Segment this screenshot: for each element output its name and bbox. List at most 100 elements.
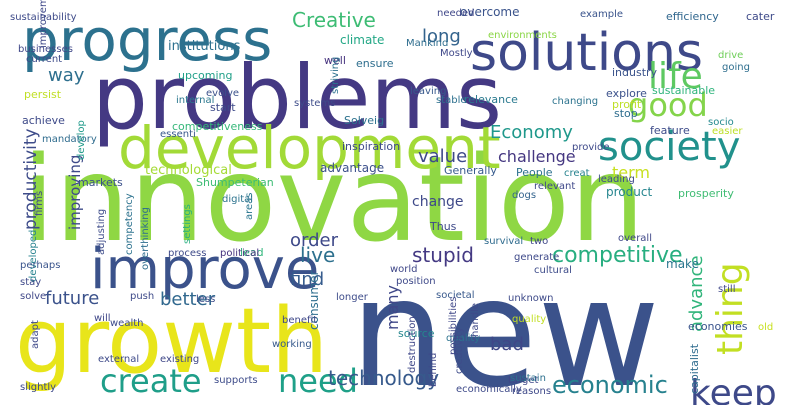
word-society: society <box>598 124 740 170</box>
word-new: new <box>350 247 660 405</box>
word-easier: easier <box>712 126 743 137</box>
word-source: source <box>398 327 435 340</box>
word-creative: Creative <box>292 8 376 32</box>
word-quality: quality <box>512 314 546 325</box>
word-way: way <box>48 65 85 86</box>
word-order: order <box>290 230 339 251</box>
word-slightly: slightly <box>20 382 56 393</box>
word-survival: survival <box>484 236 523 247</box>
word-development: development <box>118 114 501 182</box>
word-problems: problems <box>92 46 502 149</box>
word-two: two <box>530 236 548 247</box>
word-benefit: benefit <box>282 315 317 326</box>
word-target: target <box>508 375 538 386</box>
word-product: product <box>606 185 652 199</box>
word-societal: societal <box>436 290 475 301</box>
word-cater: cater <box>746 10 775 23</box>
word-evolve: evolve <box>206 88 239 99</box>
word-develop: develop <box>76 120 87 160</box>
word-generate: generate <box>514 252 559 263</box>
word-improving: improving <box>66 155 84 230</box>
word-areas: areas <box>244 192 255 220</box>
word-reasons: reasons <box>512 386 551 397</box>
word-live: live <box>300 243 335 267</box>
word-lead: lead <box>240 246 264 259</box>
word-value: value <box>418 146 467 167</box>
word-competitive: competitive <box>552 243 683 268</box>
word-good: good <box>628 86 708 124</box>
word-will: will <box>94 313 111 324</box>
word-stupid: stupid <box>412 243 474 267</box>
word-climate: climate <box>340 33 384 47</box>
word-generally: Generally <box>444 164 497 177</box>
word-overall: overall <box>618 233 652 244</box>
word-industry: industry <box>612 66 658 79</box>
word-markets: markets <box>78 176 123 189</box>
word-technological: technological <box>145 163 232 178</box>
word-capitalist: capitalist <box>688 343 701 394</box>
word-working: working <box>272 339 312 350</box>
word-term: term <box>612 163 650 182</box>
word-creat: creat <box>564 168 590 179</box>
word-provide: provide <box>572 142 610 153</box>
word-thing: thing <box>710 262 751 355</box>
word-thus: Thus <box>429 220 457 233</box>
word-persist: persist <box>24 88 62 101</box>
word-businesses: businesses <box>18 44 73 55</box>
word-improvement: improvement <box>38 0 49 48</box>
word-possibilities: possibilities <box>448 297 459 355</box>
word-feature: feature <box>650 124 690 137</box>
word-relevance: relevance <box>464 93 518 106</box>
word-essenti: essenti <box>160 129 196 140</box>
word-leaving: leaving <box>410 86 446 97</box>
word-stop: stop <box>614 107 638 120</box>
word-current: current <box>26 54 62 65</box>
word-many: many <box>383 285 402 330</box>
word-drive: drive <box>718 50 743 61</box>
word-sustainable: sustainable <box>652 84 715 97</box>
word-start: start <box>210 101 236 114</box>
word-dogs: dogs <box>512 190 536 201</box>
word-environments: environments <box>488 30 557 41</box>
word-digital: digital <box>222 194 253 205</box>
word-achieve: achieve <box>22 114 65 127</box>
word-solutions: solutions <box>470 23 703 83</box>
word-technology: technology <box>328 366 439 390</box>
word-developed: developed <box>28 230 39 282</box>
word-future: future <box>45 288 99 309</box>
word-shumpeterian: Shumpeterian <box>196 176 274 189</box>
word-mandatory: mandatory <box>42 134 97 145</box>
word-solveig: Solveig <box>344 114 384 127</box>
word-mostly: Mostly <box>440 48 473 59</box>
word-behind: behind <box>428 353 439 387</box>
word-systems: systems <box>294 98 335 109</box>
word-well: well <box>324 54 346 67</box>
word-solve: solve <box>20 291 46 302</box>
word-advance: advance <box>686 255 707 332</box>
word-stable: stable <box>436 95 467 106</box>
word-create: create <box>100 362 202 400</box>
word-life: life <box>648 56 703 97</box>
word-settings: settings <box>182 204 193 244</box>
word-wealth: wealth <box>110 318 144 329</box>
word-creativity: creativity <box>454 327 465 374</box>
word-improve: improve <box>90 237 319 302</box>
word-keep: keep <box>690 373 777 405</box>
word-handle: handle <box>470 303 481 337</box>
word-political: political <box>220 248 259 259</box>
word-explore: explore <box>606 87 647 100</box>
word-example: example <box>580 9 623 20</box>
word-unknown: unknown <box>508 293 553 304</box>
word-going: going <box>722 62 750 73</box>
word-less: less <box>196 294 215 305</box>
word-challenge: challenge <box>498 147 576 166</box>
word-needed: needed <box>437 8 475 19</box>
word-changing: changing <box>552 96 598 107</box>
word-economies: economies <box>688 320 748 333</box>
word-change: change <box>412 194 464 210</box>
word-consumer: consumer <box>307 271 321 330</box>
word-better: better <box>160 289 216 310</box>
word-position: position <box>396 276 436 287</box>
